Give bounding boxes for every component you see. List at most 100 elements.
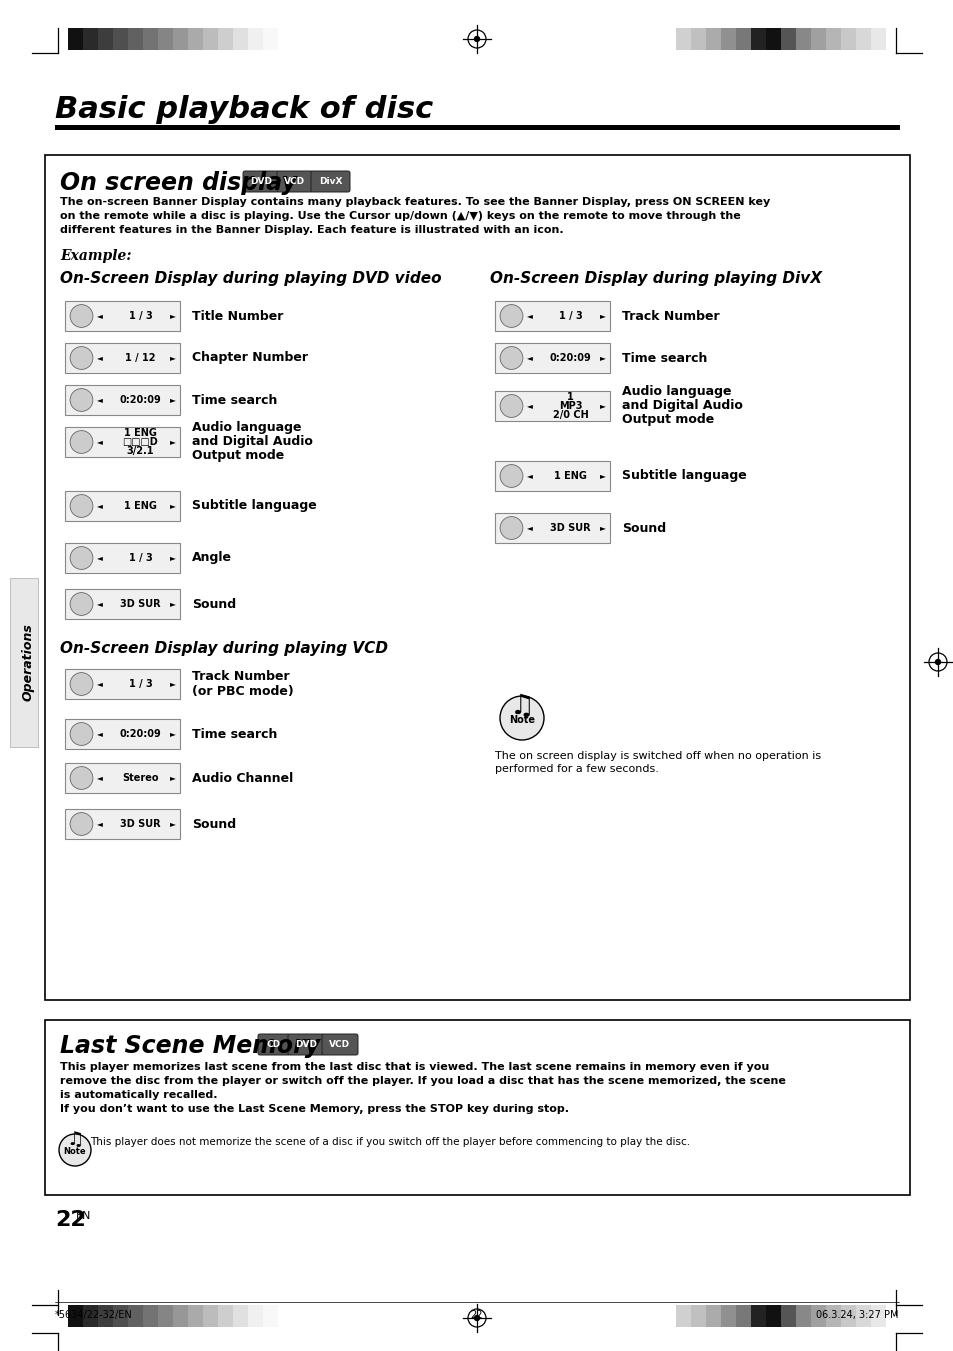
Text: Time search: Time search xyxy=(192,393,277,407)
Text: ◄: ◄ xyxy=(96,680,102,689)
Text: ►: ► xyxy=(170,554,175,562)
Text: DVD: DVD xyxy=(250,177,272,186)
Text: Title Number: Title Number xyxy=(192,309,283,323)
Circle shape xyxy=(499,516,522,539)
Bar xyxy=(218,1305,233,1327)
Text: ◄: ◄ xyxy=(96,438,102,446)
Circle shape xyxy=(70,766,92,789)
FancyBboxPatch shape xyxy=(65,385,180,415)
Text: Sound: Sound xyxy=(192,597,236,611)
Text: ◄: ◄ xyxy=(96,554,102,562)
Text: ►: ► xyxy=(170,774,175,782)
Bar xyxy=(172,28,188,50)
Text: 3D SUR: 3D SUR xyxy=(120,598,161,609)
Bar xyxy=(870,1305,885,1327)
Bar xyxy=(248,28,263,50)
Text: VCD: VCD xyxy=(329,1040,350,1048)
FancyBboxPatch shape xyxy=(45,1020,909,1196)
FancyBboxPatch shape xyxy=(495,390,609,422)
Text: ◄: ◄ xyxy=(526,471,532,481)
Bar xyxy=(765,28,781,50)
Bar xyxy=(83,28,98,50)
Bar xyxy=(705,28,720,50)
Bar xyxy=(765,1305,781,1327)
Text: Chapter Number: Chapter Number xyxy=(192,351,308,365)
Text: ►: ► xyxy=(599,471,605,481)
Text: Note: Note xyxy=(509,715,535,725)
Text: Operations: Operations xyxy=(22,623,34,701)
Text: remove the disc from the player or switch off the player. If you load a disc tha: remove the disc from the player or switc… xyxy=(60,1075,785,1086)
Bar xyxy=(855,28,870,50)
Text: ►: ► xyxy=(599,354,605,362)
Text: *5634/22-32/EN: *5634/22-32/EN xyxy=(55,1310,132,1320)
Text: on the remote while a disc is playing. Use the Cursor up/down (▲/▼) keys on the : on the remote while a disc is playing. U… xyxy=(60,211,740,222)
Bar xyxy=(825,1305,841,1327)
Circle shape xyxy=(499,465,522,488)
Circle shape xyxy=(70,673,92,696)
Text: ◄: ◄ xyxy=(526,354,532,362)
Circle shape xyxy=(499,394,522,417)
Text: Subtitle language: Subtitle language xyxy=(621,470,746,482)
Text: 22: 22 xyxy=(55,1210,86,1229)
Text: Example:: Example: xyxy=(60,249,132,263)
Bar xyxy=(825,28,841,50)
Text: Sound: Sound xyxy=(192,817,236,831)
Text: On-Screen Display during playing DVD video: On-Screen Display during playing DVD vid… xyxy=(60,272,441,286)
Text: EN: EN xyxy=(76,1210,91,1221)
Text: Angle: Angle xyxy=(192,551,232,565)
Text: On-Screen Display during playing DivX: On-Screen Display during playing DivX xyxy=(490,272,821,286)
Text: 1 / 3: 1 / 3 xyxy=(129,311,152,322)
FancyBboxPatch shape xyxy=(65,490,180,521)
FancyBboxPatch shape xyxy=(65,719,180,748)
Bar xyxy=(83,1305,98,1327)
Bar xyxy=(690,28,705,50)
FancyBboxPatch shape xyxy=(495,343,609,373)
Circle shape xyxy=(70,431,92,454)
FancyBboxPatch shape xyxy=(288,1034,324,1055)
Text: Last Scene Memory: Last Scene Memory xyxy=(60,1034,320,1058)
FancyBboxPatch shape xyxy=(65,809,180,839)
Circle shape xyxy=(499,304,522,327)
Text: 1 / 12: 1 / 12 xyxy=(125,353,155,363)
Bar xyxy=(781,28,795,50)
Circle shape xyxy=(70,494,92,517)
Text: 0:20:09: 0:20:09 xyxy=(549,353,591,363)
Text: Output mode: Output mode xyxy=(621,413,714,427)
Text: ◄: ◄ xyxy=(526,401,532,411)
Text: CD: CD xyxy=(267,1040,281,1048)
Text: 1 / 3: 1 / 3 xyxy=(129,680,152,689)
Text: Stereo: Stereo xyxy=(122,773,158,784)
FancyBboxPatch shape xyxy=(276,172,313,192)
Text: ►: ► xyxy=(599,523,605,532)
Circle shape xyxy=(70,723,92,746)
Text: performed for a few seconds.: performed for a few seconds. xyxy=(495,765,659,774)
Text: ◄: ◄ xyxy=(526,312,532,320)
Bar xyxy=(98,28,112,50)
Bar xyxy=(112,28,128,50)
Bar xyxy=(233,1305,248,1327)
Circle shape xyxy=(59,1133,91,1166)
Text: ►: ► xyxy=(170,312,175,320)
Bar xyxy=(263,28,277,50)
Bar xyxy=(172,1305,188,1327)
Text: On-Screen Display during playing VCD: On-Screen Display during playing VCD xyxy=(60,640,388,657)
Bar xyxy=(750,1305,765,1327)
Text: 3D SUR: 3D SUR xyxy=(120,819,161,830)
FancyBboxPatch shape xyxy=(311,172,350,192)
FancyBboxPatch shape xyxy=(322,1034,357,1055)
Text: 1 ENG: 1 ENG xyxy=(124,501,157,511)
FancyBboxPatch shape xyxy=(65,343,180,373)
Circle shape xyxy=(499,696,543,740)
Text: VCD: VCD xyxy=(284,177,305,186)
Bar xyxy=(810,1305,825,1327)
Bar xyxy=(781,1305,795,1327)
Bar xyxy=(158,1305,172,1327)
FancyBboxPatch shape xyxy=(45,155,909,1000)
Bar xyxy=(795,1305,810,1327)
Text: ►: ► xyxy=(599,401,605,411)
Text: This player memorizes last scene from the last disc that is viewed. The last sce: This player memorizes last scene from th… xyxy=(60,1062,768,1071)
Text: MP3: MP3 xyxy=(558,401,581,411)
Text: Basic playback of disc: Basic playback of disc xyxy=(55,95,433,124)
Circle shape xyxy=(499,347,522,369)
Text: ►: ► xyxy=(599,312,605,320)
